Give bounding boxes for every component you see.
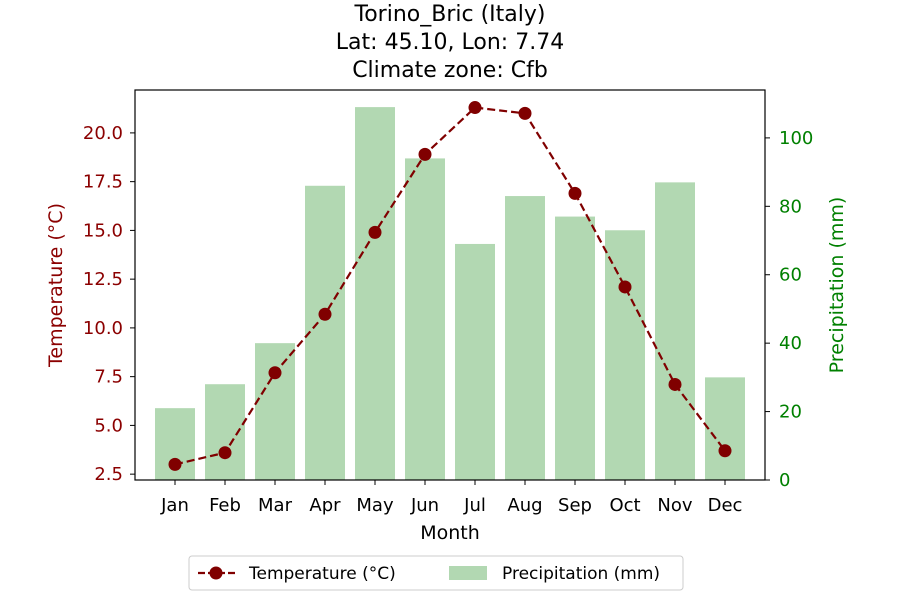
temperature-point-nov bbox=[668, 377, 682, 391]
precipitation-bar-jul bbox=[455, 243, 495, 480]
precipitation-bar-nov bbox=[655, 182, 695, 481]
x-tick-label: Sep bbox=[558, 495, 592, 516]
x-tick-label: Jan bbox=[160, 495, 189, 516]
x-tick-label: Apr bbox=[309, 495, 341, 516]
precipitation-tick-label: 40 bbox=[779, 333, 802, 354]
temperature-line bbox=[174, 106, 726, 466]
temperature-point-feb bbox=[218, 446, 232, 460]
temperature-point-jan bbox=[168, 457, 182, 471]
x-tick-label: Mar bbox=[258, 495, 293, 516]
x-axis-label: Month bbox=[420, 522, 480, 544]
temperature-point-sep bbox=[568, 186, 582, 200]
temperature-axis: 2.5 5.0 7.5 10.0 12.5 15.0 17.5 20.0 bbox=[83, 123, 135, 485]
temperature-point-mar bbox=[268, 366, 282, 380]
x-axis: Jan Feb Mar Apr May Jun Jul Aug Sep Oct Nov Dec bbox=[160, 480, 742, 516]
legend-temperature-label: Temperature (°C) bbox=[248, 564, 396, 584]
x-tick-label: Oct bbox=[609, 495, 640, 516]
precipitation-bar-mar bbox=[255, 343, 295, 480]
temperature-point-oct bbox=[618, 280, 632, 294]
title-line-station: Torino_Bric (Italy) bbox=[354, 2, 546, 27]
temperature-tick-label: 7.5 bbox=[94, 367, 123, 388]
x-tick-label: Jul bbox=[463, 495, 486, 516]
precipitation-tick-label: 80 bbox=[779, 196, 802, 217]
legend-precipitation-swatch bbox=[449, 566, 487, 580]
plot-frame bbox=[134, 89, 766, 481]
precipitation-bar-jun bbox=[405, 158, 445, 480]
precipitation-tick-label: 0 bbox=[779, 470, 790, 491]
x-tick-label: Nov bbox=[657, 495, 692, 516]
x-tick-label: May bbox=[356, 495, 394, 516]
title-line-coordinates: Lat: 45.10, Lon: 7.74 bbox=[336, 30, 564, 55]
precipitation-bars bbox=[155, 107, 745, 481]
precipitation-bar-may bbox=[355, 107, 395, 481]
temperature-tick-label: 20.0 bbox=[83, 123, 123, 144]
temperature-tick-label: 15.0 bbox=[83, 220, 123, 241]
legend: Temperature (°C) Precipitation (mm) bbox=[188, 555, 684, 591]
temperature-tick-label: 12.5 bbox=[83, 269, 123, 290]
legend-temperature-marker bbox=[209, 566, 223, 580]
x-tick-label: Dec bbox=[708, 495, 743, 516]
temperature-point-dec bbox=[718, 444, 732, 458]
legend-frame bbox=[188, 555, 684, 591]
temperature-axis-label: Temperature (°C) bbox=[45, 203, 67, 368]
chart-title: Torino_Bric (Italy) Lat: 45.10, Lon: 7.7… bbox=[336, 2, 564, 83]
precipitation-tick-label: 60 bbox=[779, 265, 802, 286]
precipitation-tick-label: 20 bbox=[779, 402, 802, 423]
temperature-point-apr bbox=[318, 307, 332, 321]
precipitation-bar-aug bbox=[505, 196, 545, 481]
temperature-tick-label: 10.0 bbox=[83, 318, 123, 339]
precipitation-tick-label: 100 bbox=[779, 128, 813, 149]
x-tick-label: Feb bbox=[209, 495, 241, 516]
precipitation-axis: 0 20 40 60 80 100 bbox=[765, 128, 813, 491]
temperature-tick-label: 2.5 bbox=[94, 464, 123, 485]
x-tick-label: Aug bbox=[507, 495, 542, 516]
legend-precipitation-label: Precipitation (mm) bbox=[502, 564, 660, 584]
title-line-climate-zone: Climate zone: Cfb bbox=[352, 58, 548, 83]
precipitation-bar-dec bbox=[705, 377, 745, 480]
temperature-series bbox=[168, 101, 732, 471]
temperature-point-may bbox=[368, 225, 382, 239]
temperature-tick-label: 5.0 bbox=[94, 415, 123, 436]
precipitation-bar-oct bbox=[605, 230, 645, 480]
temperature-point-aug bbox=[518, 106, 532, 120]
temperature-tick-label: 17.5 bbox=[83, 172, 123, 193]
temperature-point-jul bbox=[468, 101, 482, 115]
x-tick-label: Jun bbox=[410, 495, 439, 516]
precipitation-bar-sep bbox=[555, 216, 595, 480]
precipitation-axis-label: Precipitation (mm) bbox=[826, 197, 848, 374]
precipitation-bar-apr bbox=[305, 185, 345, 480]
temperature-point-jun bbox=[418, 147, 432, 161]
